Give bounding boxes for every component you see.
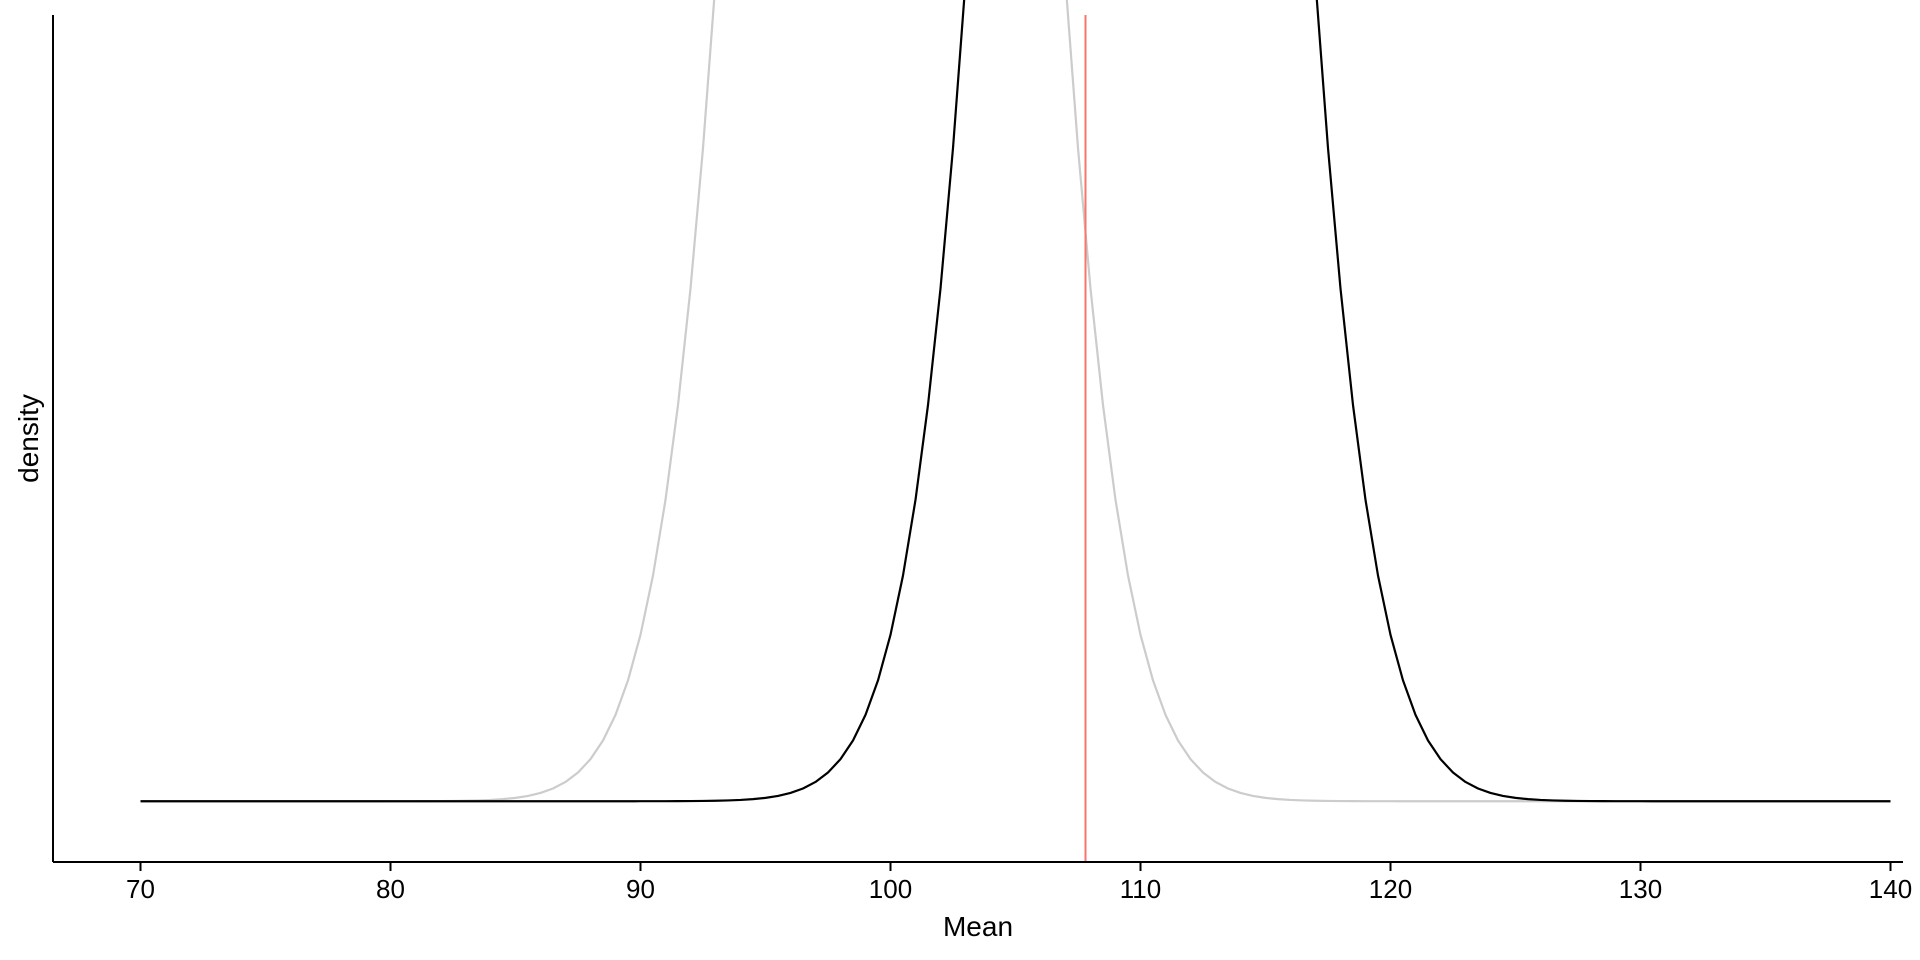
- y-axis-title: density: [13, 394, 44, 483]
- x-tick-label: 90: [626, 874, 655, 904]
- curves-layer: [140, 0, 1891, 803]
- x-tick-label: 120: [1369, 874, 1412, 904]
- density-curve-1: [140, 0, 1891, 803]
- x-axis-title: Mean: [943, 911, 1013, 942]
- x-tick-label: 80: [376, 874, 405, 904]
- x-tick-label: 110: [1120, 874, 1161, 904]
- x-tick-label: 130: [1619, 874, 1662, 904]
- x-axis-ticks: 70 80 90 100 110 120 130 140: [126, 862, 1912, 904]
- x-tick-label: 100: [869, 874, 912, 904]
- x-tick-label: 140: [1869, 874, 1912, 904]
- density-curve-2: [140, 0, 1891, 803]
- x-tick-label: 70: [126, 874, 155, 904]
